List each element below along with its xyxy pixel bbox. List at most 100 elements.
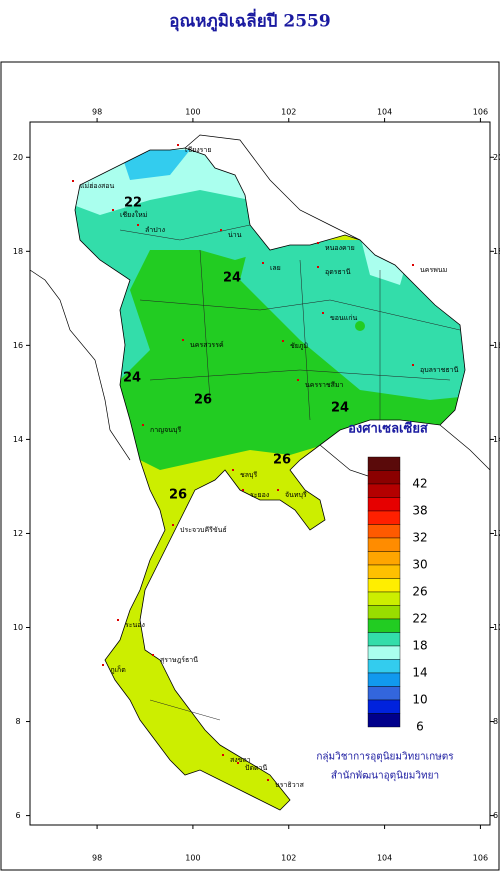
- y-tick-label: 6: [493, 811, 498, 820]
- y-tick-label: 10: [13, 623, 23, 632]
- province-label: กาญจนบุรี: [150, 426, 181, 434]
- y-tick-label: 6: [15, 811, 20, 820]
- colorbar-label: 14: [412, 666, 427, 680]
- province-label: ลำปาง: [145, 226, 165, 234]
- province-marker: [262, 262, 264, 264]
- province-label: สุราษฎร์ธานี: [160, 656, 198, 664]
- credit: กลุ่มวิชาการอุตุนิยมวิทยาเกษตร: [316, 752, 454, 763]
- x-tick-label: 104: [377, 854, 392, 863]
- x-tick-label: 106: [473, 108, 488, 117]
- colorbar-band: [367, 605, 401, 620]
- y-tick-label: 8: [15, 717, 20, 726]
- province-marker: [412, 264, 414, 266]
- colorbar-label: 42: [412, 477, 427, 491]
- colorbar-label: 18: [412, 639, 427, 653]
- colorbar-band: [367, 713, 401, 728]
- colorbar-band: [367, 497, 401, 512]
- province-label: ภูเก็ต: [110, 665, 126, 674]
- colorbar-band: [367, 659, 401, 674]
- province-label: แม่ฮ่องสอน: [80, 182, 114, 190]
- province-label: นครสวรรค์: [190, 341, 224, 349]
- province-marker: [297, 379, 299, 381]
- province-marker: [72, 180, 74, 182]
- y-tick-label: 18: [13, 247, 23, 256]
- province-marker: [182, 339, 184, 341]
- province-label: ระยอง: [250, 491, 269, 499]
- province-marker: [142, 424, 144, 426]
- colorbar-label: 30: [412, 558, 427, 572]
- province-label: ปัตตานี: [245, 764, 267, 772]
- y-tick-label: 16: [493, 341, 500, 350]
- province-label: เชียงใหม่: [120, 210, 147, 219]
- province-label: ขอนแก่น: [330, 314, 358, 322]
- colorbar-band: [367, 510, 401, 525]
- province-marker: [267, 779, 269, 781]
- contour-label: 24: [223, 271, 241, 286]
- province-marker: [317, 266, 319, 268]
- province-label: ระนอง: [125, 621, 145, 629]
- x-tick-label: 102: [281, 108, 296, 117]
- province-marker: [322, 312, 324, 314]
- province-marker: [232, 469, 234, 471]
- title: อุณหภูมิเฉลี่ยปี 2559: [169, 9, 330, 33]
- colorbar-label: 38: [412, 504, 427, 518]
- province-marker: [117, 619, 119, 621]
- province-marker: [242, 489, 244, 491]
- y-tick-label: 20: [493, 153, 500, 162]
- province-label: อุดรธานี: [325, 268, 351, 276]
- province-marker: [152, 654, 154, 656]
- y-tick-label: 14: [493, 435, 500, 444]
- province-label: นครพนม: [420, 266, 447, 274]
- contour-label: 26: [169, 488, 187, 503]
- colorbar-band: [367, 551, 401, 566]
- colorbar-label: 10: [412, 693, 427, 707]
- colorbar-band: [367, 524, 401, 539]
- x-tick-label: 104: [377, 108, 392, 117]
- y-tick-label: 16: [13, 341, 23, 350]
- x-tick-label: 100: [185, 854, 200, 863]
- colorbar-label: 6: [416, 720, 424, 734]
- province-marker: [277, 489, 279, 491]
- province-marker: [177, 144, 179, 146]
- province-marker: [222, 754, 224, 756]
- x-tick-label: 100: [185, 108, 200, 117]
- y-tick-label: 12: [493, 529, 500, 538]
- province-marker: [137, 224, 139, 226]
- province-label: ชัยภูมิ: [290, 342, 308, 350]
- x-tick-label: 106: [473, 854, 488, 863]
- y-tick-label: 20: [13, 153, 23, 162]
- contour-label: 22: [124, 196, 142, 211]
- y-tick-label: 8: [493, 717, 498, 726]
- legend-unit: องศาเซลเซียส: [348, 421, 428, 437]
- colorbar-band: [367, 456, 401, 471]
- y-tick-label: 12: [13, 529, 23, 538]
- colorbar-band: [367, 564, 401, 579]
- colorbar-band: [367, 618, 401, 633]
- colorbar-band: [367, 699, 401, 714]
- colorbar-band: [367, 578, 401, 593]
- outer-frame: [0, 61, 500, 871]
- province-label: สงขลา: [230, 756, 251, 764]
- province-label: หนองคาย: [325, 244, 355, 252]
- contour-label: 26: [273, 453, 291, 468]
- province-label: ชลบุรี: [240, 471, 257, 479]
- y-tick-label: 18: [493, 247, 500, 256]
- province-marker: [282, 340, 284, 342]
- colorbar: 42 38 32 30 26 22 18 14 10 6: [367, 456, 428, 734]
- province-label: ประจวบคีรีขันธ์: [180, 526, 227, 534]
- neighbour-borders: [29, 134, 491, 481]
- colorbar-band: [367, 672, 401, 687]
- colorbar-band: [367, 470, 401, 485]
- colorbar-label: 22: [412, 612, 427, 626]
- colorbar-band: [367, 483, 401, 498]
- province-marker: [412, 364, 414, 366]
- province-label: อุบลราชธานี: [420, 366, 459, 374]
- province-label: นราธิวาส: [275, 781, 305, 789]
- credit: สำนักพัฒนาอุตุนิยมวิทยา: [331, 771, 439, 782]
- province-label: เชียงราย: [185, 146, 211, 154]
- province-marker: [172, 524, 174, 526]
- colorbar-label: 32: [412, 531, 427, 545]
- colorbar-label: 26: [412, 585, 427, 599]
- province-label: เลย: [270, 264, 281, 272]
